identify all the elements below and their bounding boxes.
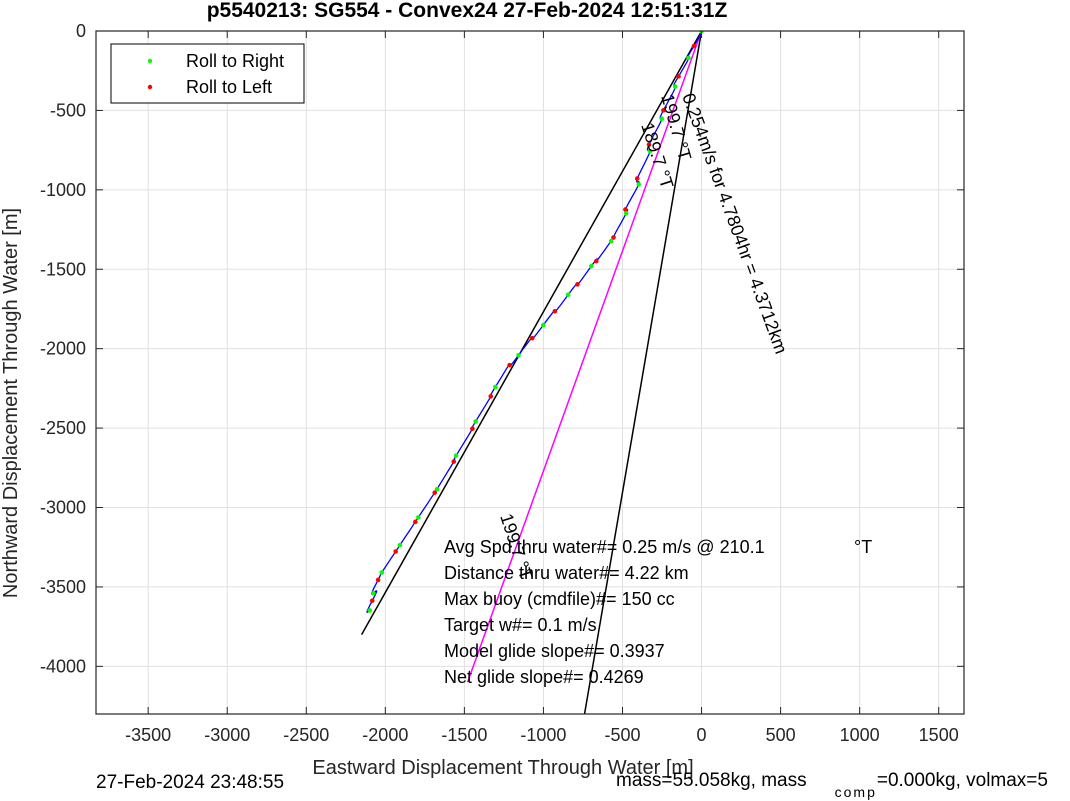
y-tick-label: 0 — [76, 21, 86, 41]
roll-right-marker — [672, 84, 678, 89]
legend-label-roll-left: Roll to Left — [186, 77, 272, 97]
roll-right-marker — [686, 55, 691, 61]
chart-title: p5540213: SG554 - Convex24 27-Feb-2024 1… — [207, 0, 728, 22]
line-heading_1 — [360, 31, 703, 635]
roll-right-marker — [434, 486, 440, 492]
roll-left-marker — [432, 490, 438, 495]
y-axis-label: Northward Displacement Through Water [m] — [0, 208, 22, 598]
roll-left-marker — [623, 207, 628, 212]
x-tick-label: -3500 — [125, 725, 171, 745]
footer-mass-tail: =0.000kg, volmax=5 — [876, 770, 1048, 791]
roll-right-marker — [397, 542, 403, 548]
roll-left-marker — [413, 519, 418, 525]
roll-left-marker — [369, 598, 375, 603]
annotation-block: Avg Spd thru water#= 0.25 m/s @ 210.1 °T… — [444, 537, 872, 687]
annotation-degree-unit: °T — [854, 537, 872, 557]
plot-series — [360, 31, 704, 714]
roll-right-marker — [516, 352, 521, 358]
x-tick-label: -500 — [604, 725, 640, 745]
annotation-net-glide: Net glide slope#= 0.4269 — [444, 667, 644, 687]
x-tick-label: 500 — [766, 725, 796, 745]
roll-right-marker — [659, 116, 665, 122]
roll-right-marker — [453, 453, 459, 458]
roll-left-marker — [634, 176, 640, 181]
y-tick-label: -2500 — [40, 418, 86, 438]
grid-lines — [96, 30, 964, 714]
roll-right-marker — [565, 292, 571, 298]
roll-left-marker — [488, 394, 494, 399]
roll-right-marker — [636, 182, 642, 187]
y-tick-label: -500 — [50, 100, 86, 120]
x-tick-label: 0 — [697, 725, 707, 745]
roll-right-marker — [371, 590, 376, 596]
roll-right-marker — [493, 384, 498, 390]
roll-right-marker — [416, 515, 421, 520]
x-axis-label: Eastward Displacement Through Water [m] — [312, 757, 693, 779]
track-line — [366, 31, 704, 614]
axes-frame — [95, 30, 965, 715]
roll-left-marker — [470, 426, 475, 432]
roll-left-marker — [593, 258, 599, 264]
annotation-distance: Distance thru water#= 4.22 km — [444, 563, 689, 583]
y-tick-label: -3000 — [40, 498, 86, 518]
annotation-max-buoy: Max buoy (cmdfile)#= 150 cc — [444, 589, 675, 609]
x-tick-label: 1500 — [919, 725, 959, 745]
annotation-avg-speed: Avg Spd thru water#= 0.25 m/s @ 210.1 — [444, 537, 765, 557]
footer-mass-text: mass=55.058kg, mass — [616, 770, 807, 791]
footer-timestamp: 27-Feb-2024 23:48:55 — [96, 772, 285, 793]
roll-left-marker — [529, 335, 535, 341]
x-tick-label: -2000 — [362, 725, 408, 745]
line-label-net-displacement: 0.254m/s for 4.7804hr = 4.3712km — [678, 91, 791, 357]
roll-left-marker — [661, 108, 666, 113]
roll-right-marker — [647, 148, 653, 154]
roll-right-marker — [379, 570, 385, 575]
roll-left-marker — [375, 577, 381, 583]
y-tick-label: -4000 — [40, 656, 86, 676]
plot-area — [360, 31, 704, 714]
roll-left-marker — [451, 459, 457, 464]
roll-left-marker — [393, 549, 398, 554]
roll-right-marker — [608, 238, 614, 244]
roll-right-marker — [589, 263, 594, 269]
x-tick-label: -1000 — [520, 725, 566, 745]
y-tick-label: -2000 — [40, 339, 86, 359]
axes: -3500 -3000 -2500 -2000 -1500 -1000 -500 0 500 10… — [40, 21, 965, 745]
y-tick-label: -3500 — [40, 577, 86, 597]
roll-left-marker — [552, 308, 558, 314]
roll-left-marker — [507, 362, 512, 368]
footer-mass-sub: comp — [834, 784, 877, 800]
y-tick-label: -1000 — [40, 180, 86, 200]
annotation-model-glide: Model glide slope#= 0.3937 — [444, 641, 665, 661]
legend-marker-roll-left — [147, 84, 153, 90]
legend-box — [110, 43, 305, 104]
roll-left-marker — [611, 235, 616, 240]
y-tick-label: -1500 — [40, 259, 86, 279]
line-net_displacement — [466, 31, 703, 683]
legend: Roll to Right Roll to Left — [110, 43, 305, 104]
roll-left-marker — [676, 74, 681, 79]
annotation-target-w: Target w#= 0.1 m/s — [444, 615, 597, 635]
legend-marker-roll-right — [147, 58, 153, 64]
legend-label-roll-right: Roll to Right — [186, 51, 284, 71]
roll-left-marker — [646, 142, 652, 147]
roll-right-marker — [473, 419, 478, 424]
x-tick-label: -1500 — [441, 725, 487, 745]
roll-left-marker — [575, 282, 580, 287]
x-tick-label: -2500 — [283, 725, 329, 745]
roll-right-marker — [541, 322, 546, 328]
roll-left-marker — [691, 43, 697, 49]
x-tick-label: 1000 — [840, 725, 880, 745]
x-tick-label: -3000 — [204, 725, 250, 745]
roll-right-marker — [367, 608, 373, 613]
roll-right-marker — [623, 210, 629, 216]
footer-mass: mass=55.058kg, mass comp=0.000kg, volmax=… — [616, 770, 1048, 800]
line-heading_2 — [583, 31, 703, 714]
